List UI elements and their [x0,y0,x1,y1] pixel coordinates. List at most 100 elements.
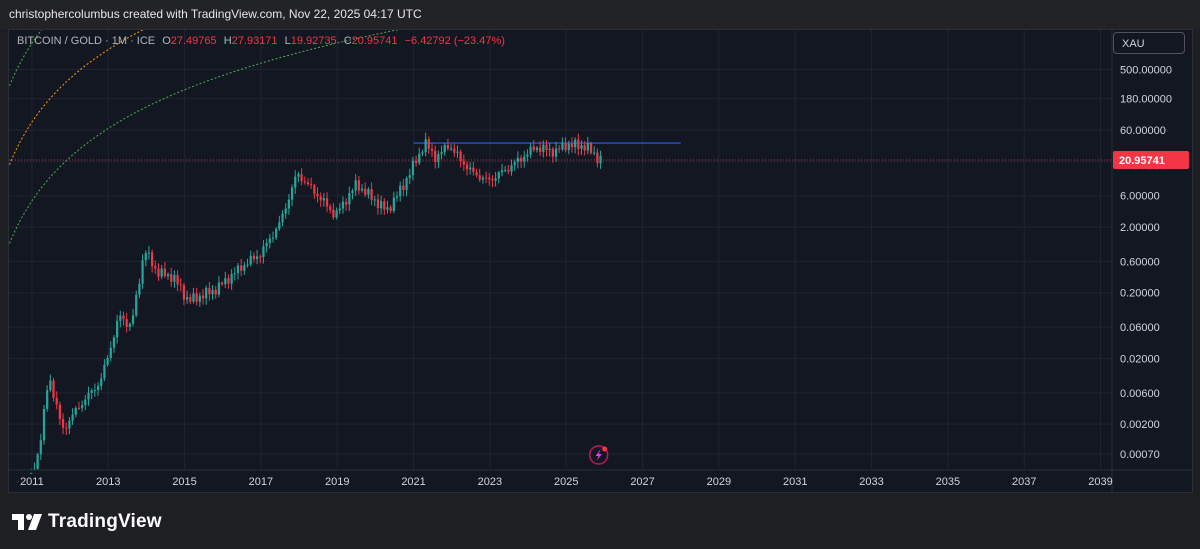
legend-high-value: 27.93171 [231,35,278,47]
candle-body [577,139,580,149]
candle-body [154,266,157,269]
candle-body [367,189,370,195]
candle-body [551,148,554,157]
candle-body [373,199,376,201]
candle-body [421,152,424,154]
candle-body [303,181,306,183]
candle-body [198,295,201,302]
candle-body [138,283,141,295]
y-tick-label: 180.00000 [1120,94,1172,106]
legend-high-label: H [223,35,232,47]
candle-body [287,199,290,209]
candle-body [459,151,462,162]
x-tick-label: 2019 [325,476,349,488]
candle-body [542,144,545,152]
candle-body [313,185,316,194]
candle-body [574,139,577,148]
y-tick-label: 0.00600 [1120,388,1160,400]
candle-body [144,253,147,261]
candle-body [246,264,249,266]
chart-panel[interactable]: 500.00000180.0000060.0000020.000006.0000… [8,29,1193,493]
candle-body [532,146,535,151]
candle-body [135,294,138,316]
y-tick-label: 2.00000 [1120,222,1160,234]
candle-body [386,207,389,210]
candle-body [211,289,214,295]
candle-body [147,252,151,254]
candle-body [596,152,599,164]
candle-body [446,145,450,149]
candle-body [526,154,529,157]
compare-symbol-label: XAU [1122,38,1145,50]
y-tick-label: 6.00000 [1120,191,1160,203]
candle-body [271,237,275,239]
candle-body [405,178,408,190]
candle-body [185,297,189,300]
candle-body [414,160,418,163]
tradingview-logo-icon [12,514,42,530]
y-tick-label: 0.06000 [1120,322,1160,334]
candle-body [236,265,240,274]
candle-body [84,399,87,406]
candle-body [325,198,329,207]
candle-body [316,193,319,197]
candle-body [351,190,354,194]
x-tick-label: 2023 [478,476,502,488]
legend-open-value: 27.49765 [170,35,217,47]
attribution-text: christophercolumbus created with Trading… [9,7,422,21]
candle-body [513,162,516,166]
y-tick-label: 500.00000 [1120,65,1172,77]
candle-body [434,150,437,163]
candle-body [322,198,325,201]
x-tick-label: 2011 [20,476,44,488]
candle-body [443,145,446,153]
candle-body [399,185,402,197]
candle-body [179,284,182,286]
candle-body [427,139,430,149]
x-tick-label: 2015 [172,476,196,488]
candle-body [383,201,386,210]
candle-body [141,260,144,284]
legend-open-label: O [162,35,171,47]
candle-body [227,278,230,284]
legend-close-label: C [343,35,352,47]
candle-body [519,157,523,162]
y-tick-label: 0.00070 [1120,449,1160,461]
candle-body [68,420,71,429]
candle-body [182,285,186,300]
candle-body [456,151,459,153]
attribution-bar: christophercolumbus created with Trading… [0,0,1200,29]
candle-body [472,167,475,172]
legend-symbol[interactable]: BITCOIN / GOLD · 1M · ICE [17,35,156,47]
candle-body [55,397,58,405]
candle-body [243,265,246,271]
candle-body [449,148,453,150]
x-tick-label: 2021 [401,476,425,488]
candle-body [453,148,456,153]
chart-canvas[interactable]: 500.00000180.0000060.0000020.000006.0000… [9,30,1192,492]
candle-body [214,289,217,295]
candle-body [418,153,421,163]
x-tick-label: 2027 [630,476,654,488]
candle-body [157,268,160,277]
candle-body [469,167,472,170]
tradingview-logo[interactable]: TradingView [12,511,162,533]
candle-body [96,385,100,391]
candle-body [395,196,399,198]
candle-body [319,196,322,201]
candle-body [103,364,106,379]
candle-body [128,323,131,327]
x-tick-label: 2031 [783,476,807,488]
candle-body [392,197,395,212]
candle-body [364,188,367,195]
compare-symbol-box[interactable]: XAU [1113,32,1185,54]
candle-body [109,347,112,358]
x-tick-label: 2037 [1012,476,1036,488]
candle-body [478,175,481,180]
x-tick-label: 2035 [936,476,960,488]
legend-close-value: 20.95741 [351,35,398,47]
event-dot-icon [602,446,608,452]
candle-body [77,407,81,409]
x-tick-label: 2039 [1088,476,1112,488]
candle-body [523,156,526,162]
